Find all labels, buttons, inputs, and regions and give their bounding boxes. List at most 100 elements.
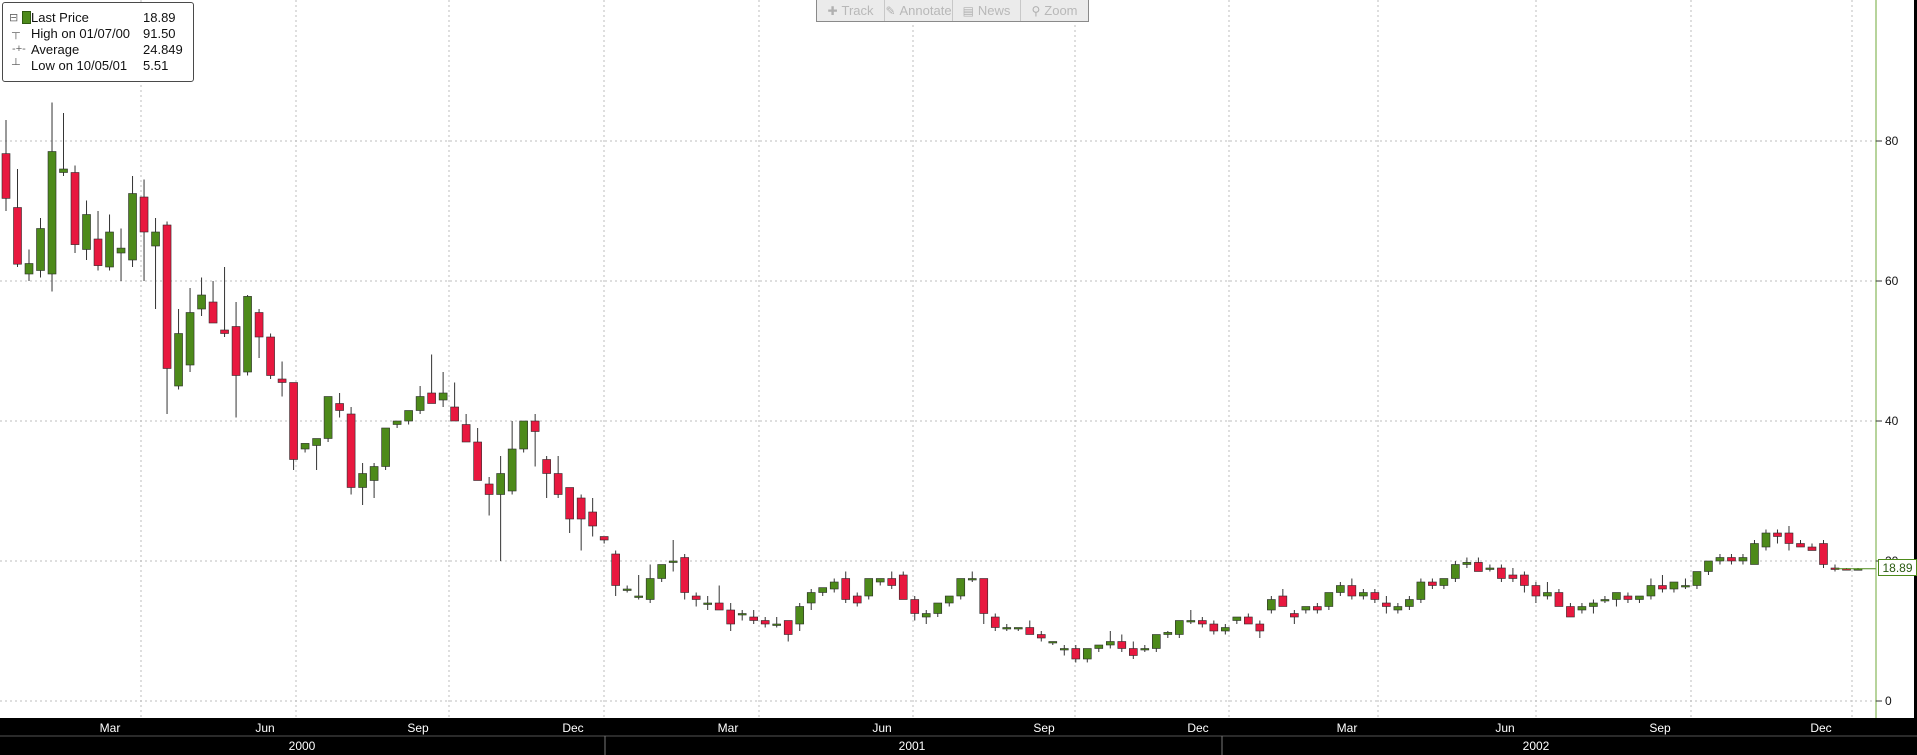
x-month-label: Dec bbox=[1187, 721, 1208, 735]
candle-body bbox=[1554, 592, 1564, 607]
candle bbox=[887, 571, 897, 589]
candle bbox=[1635, 595, 1644, 603]
candle bbox=[1002, 624, 1012, 631]
x-year-label: 2002 bbox=[1523, 739, 1550, 753]
candle bbox=[461, 414, 471, 443]
candle-body bbox=[473, 441, 482, 481]
candle-body bbox=[1577, 606, 1587, 611]
candle bbox=[220, 267, 229, 337]
candle bbox=[910, 596, 920, 621]
candle-body bbox=[1313, 606, 1322, 611]
candle bbox=[944, 595, 954, 607]
candle bbox=[1474, 557, 1483, 572]
candle bbox=[1623, 592, 1633, 603]
candle-body bbox=[450, 406, 459, 422]
candle bbox=[703, 596, 712, 610]
zoom-label: Zoom bbox=[1044, 3, 1078, 18]
candle-body bbox=[1140, 648, 1150, 651]
track-button[interactable]: ✚ Track bbox=[817, 0, 885, 21]
candle bbox=[841, 571, 851, 603]
candle bbox=[956, 578, 966, 600]
candle bbox=[1370, 589, 1380, 603]
candle bbox=[864, 578, 874, 600]
candle-body bbox=[1244, 616, 1253, 625]
candle-body bbox=[1439, 578, 1449, 586]
candle-body bbox=[1059, 648, 1069, 651]
candle-body bbox=[944, 595, 954, 604]
candle bbox=[622, 585, 632, 593]
candle-body bbox=[565, 487, 574, 520]
candle-body bbox=[841, 578, 851, 600]
candle bbox=[967, 571, 977, 582]
candle-body bbox=[335, 403, 344, 411]
candle-body bbox=[1393, 606, 1403, 611]
news-button[interactable]: ▤ News bbox=[953, 0, 1021, 21]
candle bbox=[1382, 596, 1391, 614]
candle bbox=[1738, 554, 1748, 565]
candle bbox=[1301, 606, 1311, 614]
candle-body bbox=[1209, 623, 1219, 632]
candle bbox=[875, 578, 885, 586]
candle-body bbox=[323, 396, 333, 439]
candle-body bbox=[461, 424, 471, 443]
candle-body bbox=[162, 224, 172, 369]
candle bbox=[47, 102, 57, 292]
candle-body bbox=[553, 473, 563, 495]
candle bbox=[1117, 634, 1127, 652]
x-year-label: 2000 bbox=[289, 739, 316, 753]
candle bbox=[565, 487, 574, 533]
candle bbox=[852, 592, 862, 607]
low-marker-icon: ┴ bbox=[9, 59, 20, 71]
candle-body bbox=[691, 595, 701, 600]
candle bbox=[335, 393, 344, 418]
candle-body bbox=[1819, 543, 1828, 565]
chart-legend[interactable]: ⊟ Last Price 18.89 ┬ High on 01/07/00 91… bbox=[2, 2, 194, 82]
candle-body bbox=[1290, 613, 1299, 618]
candle-body bbox=[1543, 592, 1552, 597]
magnifier-icon: ⚲ bbox=[1031, 3, 1041, 18]
candle bbox=[1612, 592, 1621, 607]
candle-body bbox=[1727, 557, 1736, 562]
candle bbox=[1750, 540, 1759, 565]
candle-body bbox=[1508, 574, 1518, 579]
candle bbox=[277, 361, 287, 397]
legend-row-low: ┴ Low on 10/05/01 5.51 bbox=[9, 57, 193, 73]
candle-body bbox=[910, 599, 920, 614]
candle bbox=[1485, 564, 1495, 572]
candle bbox=[70, 165, 80, 253]
legend-row-high: ┬ High on 01/07/00 91.50 bbox=[9, 25, 193, 41]
candle bbox=[1071, 645, 1081, 663]
candle bbox=[657, 564, 666, 582]
candle bbox=[381, 427, 390, 470]
legend-average-label: Average bbox=[31, 41, 80, 57]
zoom-button[interactable]: ⚲ Zoom bbox=[1021, 0, 1088, 21]
candle bbox=[93, 211, 103, 271]
candle-body bbox=[829, 581, 839, 590]
annotate-button[interactable]: ✎ Annotate bbox=[885, 0, 953, 21]
candle bbox=[36, 218, 45, 278]
news-icon: ▤ bbox=[962, 3, 974, 18]
crosshair-icon: ✚ bbox=[827, 3, 838, 18]
candle bbox=[1566, 603, 1575, 618]
candle bbox=[1646, 578, 1656, 600]
candle-body bbox=[36, 228, 45, 271]
candle bbox=[1807, 543, 1817, 551]
y-tick-label: 80 bbox=[1885, 134, 1899, 148]
candle-body bbox=[875, 578, 885, 583]
candle-body bbox=[139, 196, 149, 233]
candle-body bbox=[1025, 627, 1035, 635]
candle-body bbox=[1129, 648, 1138, 656]
candle bbox=[1600, 596, 1610, 603]
candle bbox=[473, 428, 482, 481]
candle bbox=[427, 354, 436, 404]
collapse-icon[interactable]: ⊟ bbox=[9, 10, 31, 24]
candle bbox=[1082, 648, 1092, 663]
candle bbox=[1255, 620, 1265, 638]
candle-body bbox=[1623, 595, 1633, 600]
x-month-label: Sep bbox=[1033, 721, 1055, 735]
candle-body bbox=[737, 613, 747, 616]
candle bbox=[358, 463, 367, 505]
x-month-label: Dec bbox=[1810, 721, 1831, 735]
